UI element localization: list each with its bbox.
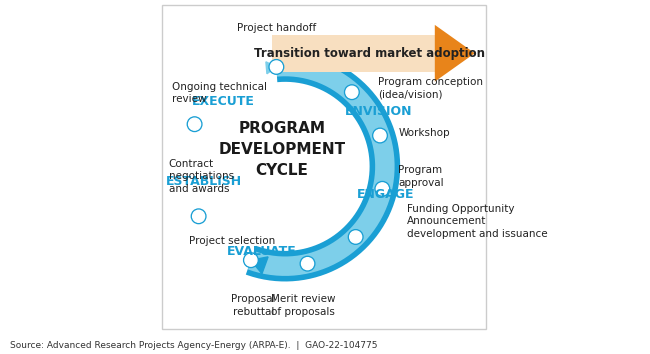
Text: Ongoing technical
review: Ongoing technical review [172, 82, 267, 104]
Circle shape [372, 128, 387, 143]
Text: EVALUATE: EVALUATE [227, 245, 296, 258]
Circle shape [302, 258, 313, 270]
Circle shape [346, 86, 358, 98]
Text: Project handoff: Project handoff [237, 23, 317, 33]
Circle shape [350, 231, 361, 243]
Circle shape [245, 254, 257, 266]
Text: Source: Advanced Research Projects Agency-Energy (ARPA-E).  |  GAO-22-104775: Source: Advanced Research Projects Agenc… [10, 342, 377, 350]
Text: Program
approval: Program approval [398, 165, 444, 188]
Text: Program conception
(idea/vision): Program conception (idea/vision) [378, 77, 483, 99]
Text: Contract
negotiations
and awards: Contract negotiations and awards [168, 159, 234, 194]
Circle shape [300, 256, 315, 271]
Polygon shape [266, 62, 276, 74]
Circle shape [269, 59, 283, 74]
Text: EXECUTE: EXECUTE [192, 95, 255, 108]
Polygon shape [272, 35, 443, 72]
Text: Merit review
of proposals: Merit review of proposals [271, 295, 335, 317]
Circle shape [244, 253, 258, 268]
Text: Workshop: Workshop [398, 128, 450, 138]
Text: ENVISION: ENVISION [345, 105, 413, 118]
Circle shape [270, 61, 282, 73]
Circle shape [344, 85, 359, 99]
Text: Transition toward market adoption: Transition toward market adoption [254, 47, 486, 60]
Text: ESTABLISH: ESTABLISH [166, 175, 242, 188]
Text: ENGAGE: ENGAGE [357, 188, 414, 201]
Text: Proposal
rebuttal: Proposal rebuttal [231, 295, 276, 317]
Text: PROGRAM
DEVELOPMENT
CYCLE: PROGRAM DEVELOPMENT CYCLE [218, 121, 345, 178]
Polygon shape [435, 25, 474, 82]
Circle shape [192, 210, 205, 222]
Circle shape [348, 230, 363, 244]
Circle shape [374, 130, 386, 142]
Circle shape [191, 209, 206, 224]
Text: Funding Opportunity
Announcement
development and issuance: Funding Opportunity Announcement develop… [406, 204, 547, 239]
Circle shape [376, 183, 388, 195]
Circle shape [188, 118, 201, 130]
Circle shape [187, 117, 202, 132]
Circle shape [375, 182, 389, 196]
Polygon shape [251, 257, 268, 274]
Text: Project selection: Project selection [188, 236, 275, 246]
